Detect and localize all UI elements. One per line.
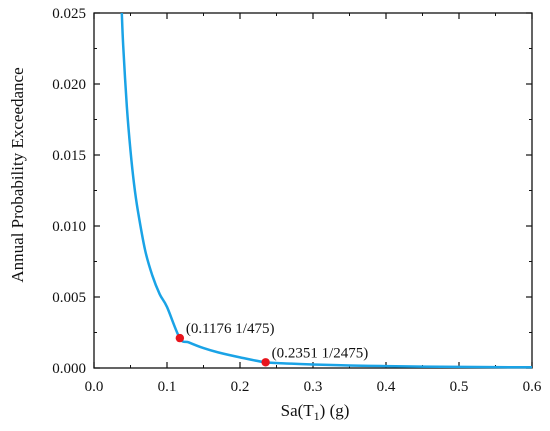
x-tick-label: 0.1	[158, 379, 177, 395]
x-tick-label: 0.5	[450, 379, 469, 395]
plot-frame	[93, 12, 533, 369]
x-tick-label: 0.0	[85, 379, 104, 395]
x-axis-title: Sa(T1) (g)	[281, 401, 350, 423]
point-marker	[261, 358, 270, 367]
y-tick-label: 0.005	[52, 290, 86, 306]
x-tick-labels: 0.0 0.1 0.2 0.3 0.4 0.5 0.6	[85, 379, 542, 395]
x-tick-label: 0.3	[304, 379, 323, 395]
y-tick-label: 0.020	[52, 77, 86, 93]
y-tick-label: 0.025	[52, 6, 86, 22]
hazard-curve-line	[120, 12, 533, 369]
x-tick-label: 0.4	[377, 379, 396, 395]
point-annotation: (0.2351 1/2475)	[272, 345, 369, 361]
y-tick-label: 0.000	[52, 361, 86, 377]
point-marker	[175, 333, 185, 343]
y-tick-label: 0.015	[52, 148, 86, 164]
annotated-points: (0.1176 1/475) (0.2351 1/2475)	[175, 321, 369, 367]
y-axis-title: Annual Probability Exceedance	[8, 67, 27, 282]
y-tick-label: 0.010	[52, 219, 86, 235]
tick-marks	[93, 12, 533, 369]
x-tick-label: 0.2	[231, 379, 250, 395]
y-tick-labels: 0.000 0.005 0.010 0.015 0.020 0.025	[52, 6, 86, 377]
axes	[93, 12, 533, 369]
x-tick-label: 0.6	[523, 379, 542, 395]
point-annotation: (0.1176 1/475)	[186, 321, 275, 337]
